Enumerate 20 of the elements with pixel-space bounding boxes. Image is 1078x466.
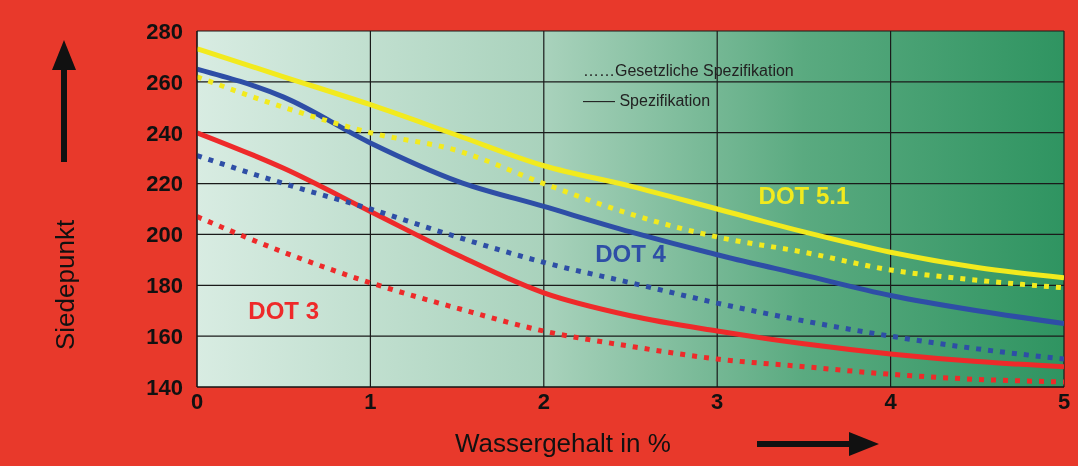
x-tick-label: 1 — [364, 388, 377, 414]
x-tick-label: 2 — [537, 388, 550, 414]
x-tick-label: 4 — [884, 388, 898, 414]
y-tick-label: 160 — [146, 323, 183, 349]
y-tick-label: 220 — [146, 171, 183, 197]
y-tick-label: 240 — [146, 120, 183, 146]
y-tick-label: 260 — [146, 69, 183, 95]
x-axis-title: Wassergehalt in % — [455, 428, 671, 459]
x-tick-label: 0 — [190, 388, 204, 414]
text: DOT 3 — [248, 296, 320, 324]
x-tick-label: 3 — [711, 388, 724, 414]
y-axis-title: Siedepunkt — [50, 219, 81, 350]
y-tick-label: 280 — [146, 18, 183, 44]
x-tick-label: 5 — [1057, 388, 1071, 414]
annotation: —— Spezifikation — [583, 92, 711, 110]
series-label: DOT 5.1 — [758, 182, 850, 210]
y-tick-label: 140 — [146, 374, 183, 400]
series-label: DOT 4 — [595, 240, 667, 268]
y-tick-label: 200 — [146, 222, 183, 248]
y-tick-label: 180 — [146, 273, 183, 299]
